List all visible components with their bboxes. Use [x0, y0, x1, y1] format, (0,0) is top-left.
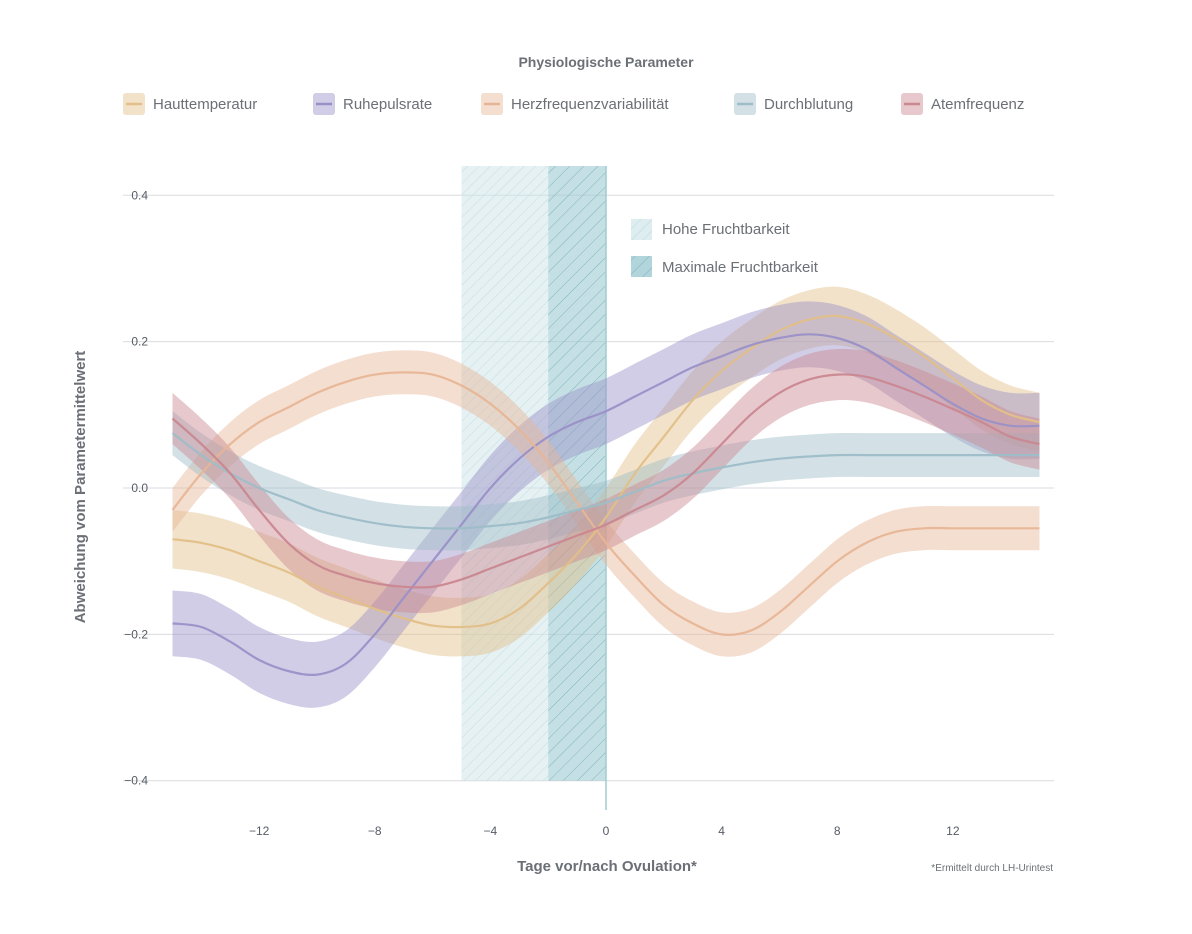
- series-layer: [171, 286, 1040, 708]
- x-axis: −12 −8 −4 0 4 8 12: [249, 824, 960, 838]
- legend-label-max: Maximale Fruchtbarkeit: [662, 259, 819, 276]
- legend-label: Hauttemperatur: [153, 96, 257, 113]
- legend-label: Atemfrequenz: [931, 96, 1024, 113]
- x-axis-title: Tage vor/nach Ovulation*: [517, 858, 697, 875]
- band-ruhepulsrate: [172, 301, 1040, 708]
- legend-label: Ruhepulsrate: [343, 96, 432, 113]
- legend-hatch-max: [631, 256, 652, 277]
- legend-label: Herzfrequenzvariabilität: [511, 96, 669, 113]
- band-herzfrequenzvariabilit-t: [172, 350, 1040, 657]
- legend-label-high: Hohe Fruchtbarkeit: [662, 221, 790, 238]
- line-atemfrequenz: [171, 373, 1040, 589]
- line-herzfrequenzvariabilit-t: [171, 371, 1040, 636]
- legend-hatch-high: [631, 219, 652, 240]
- chart-title: Physiologische Parameter: [518, 54, 694, 70]
- x-tick-label: 8: [834, 824, 841, 838]
- band-durchblutung: [172, 411, 1040, 551]
- fertility-legend: Hohe Fruchtbarkeit Maximale Fruchtbarkeit: [631, 219, 819, 277]
- y-axis: 0.4 0.2 0.0 −0.2 −0.4: [124, 188, 148, 787]
- x-tick-label: 4: [718, 824, 725, 838]
- x-tick-label: 0: [603, 824, 610, 838]
- footnote: *Ermittelt durch LH-Urintest: [931, 863, 1053, 874]
- region-max-fertility-hatch: [548, 166, 606, 781]
- series-legend: Hauttemperatur Ruhepulsrate Herzfrequenzva…: [123, 93, 1024, 115]
- y-axis-title: Abweichung vom Parametermittelwert: [72, 351, 89, 624]
- y-tick-label: 0.2: [131, 335, 148, 349]
- y-tick-label: −0.4: [124, 774, 148, 788]
- x-tick-label: −4: [484, 824, 498, 838]
- y-tick-label: 0.4: [131, 188, 148, 202]
- line-ruhepulsrate: [172, 333, 1040, 676]
- y-tick-label: −0.2: [124, 627, 148, 641]
- x-tick-label: −12: [249, 824, 270, 838]
- legend-label: Durchblutung: [764, 96, 853, 113]
- x-tick-label: −8: [368, 824, 382, 838]
- line-durchblutung: [171, 432, 1040, 530]
- x-tick-label: 12: [946, 824, 960, 838]
- y-tick-label: 0.0: [131, 481, 148, 495]
- line-hauttemperatur: [172, 314, 1040, 629]
